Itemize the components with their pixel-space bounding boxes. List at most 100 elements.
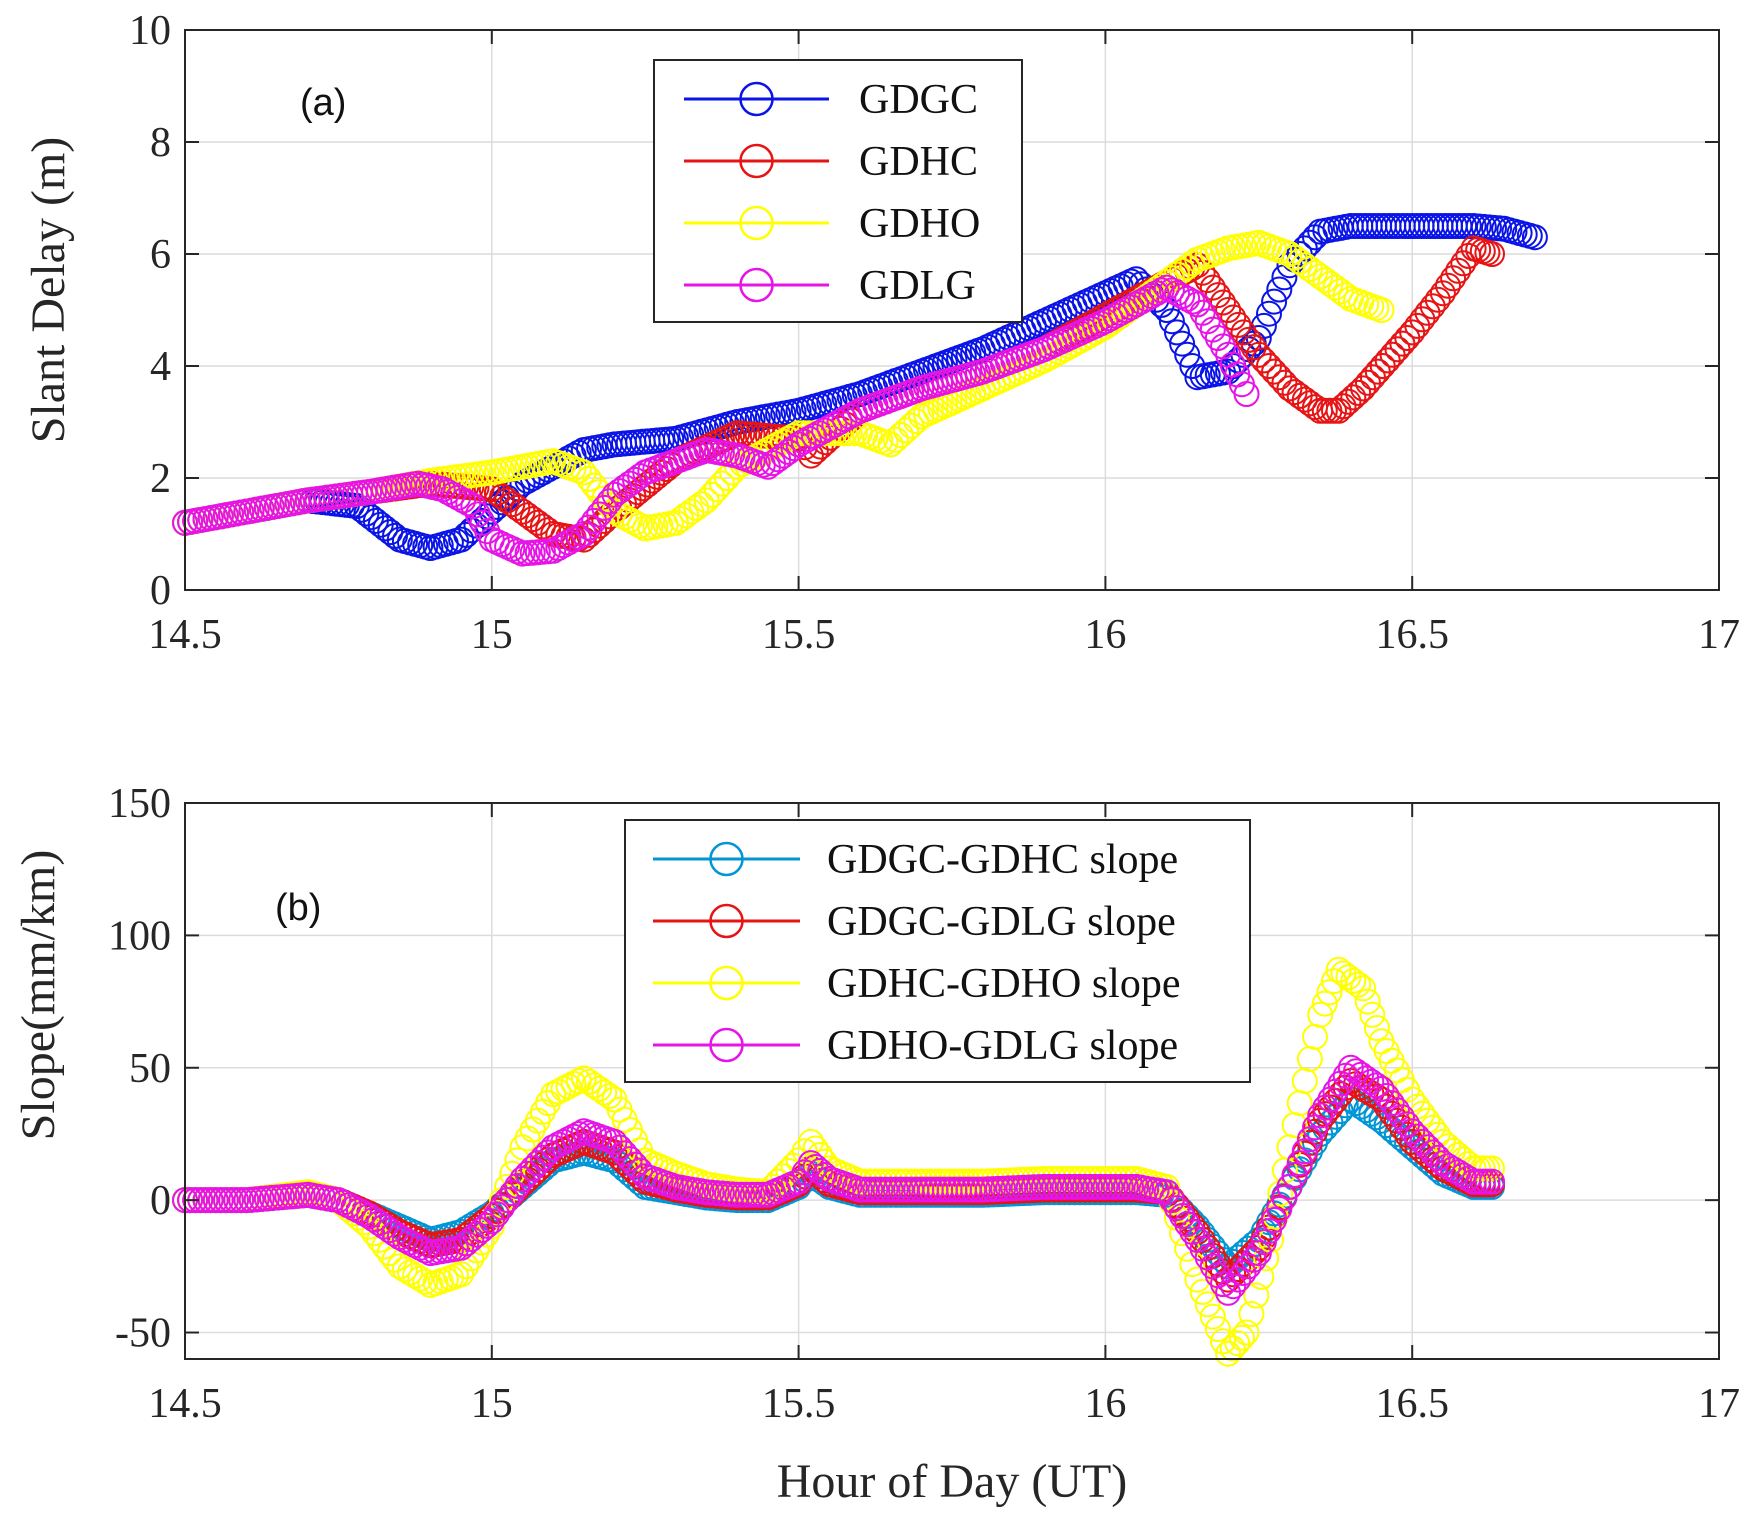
panel-a-data-point <box>591 485 618 512</box>
panel-b-legend-marker <box>709 1027 744 1063</box>
panel-b-plot-area <box>172 956 1505 1367</box>
panel-a-legend-label: GDGC <box>859 77 978 123</box>
panel-b-data-point <box>1296 1126 1323 1153</box>
panel-a-data-point <box>1225 311 1252 338</box>
panel-b-data-point <box>1112 1173 1139 1200</box>
panel-b-data-point <box>504 1147 531 1174</box>
panel-a-legend-label: GDLG <box>859 263 976 309</box>
panel-a-x-tick-label: 15 <box>471 612 513 658</box>
panel-a-data-point <box>877 431 904 458</box>
panel-b-data-point <box>1092 1173 1119 1200</box>
panel-b-data-point <box>212 1187 239 1214</box>
panel-b-axes-box <box>184 802 1720 1360</box>
panel-a-legend-box <box>653 59 1023 323</box>
panel-b-data-point <box>872 1176 899 1203</box>
panel-a-legend-item: GDHC <box>684 139 978 185</box>
panel-a-data-point <box>1164 319 1190 346</box>
panel-b-data-point <box>1071 1173 1098 1200</box>
panel-b-data-point <box>448 1234 475 1261</box>
panel-b-data-point <box>1233 1319 1260 1346</box>
panel-b-data-point <box>1389 1114 1415 1141</box>
panel-a-data-point <box>1419 293 1446 320</box>
panel-b-data-point <box>340 1200 367 1227</box>
panel-a-data-point <box>1450 250 1477 277</box>
panel-a-data-point <box>576 465 602 492</box>
panel-a-data-point <box>1440 265 1467 292</box>
panel-b-legend-item: GDGC-GDHC slope <box>653 837 1178 883</box>
panel-b-data-point <box>1414 1134 1441 1161</box>
panel-b-data-point <box>565 1121 592 1147</box>
panel-b-data-point <box>847 1176 873 1203</box>
panel-a-data-point <box>586 479 613 505</box>
panel-b-data-point <box>1312 1094 1339 1121</box>
panel-b-data-point <box>468 1229 495 1256</box>
panel-a-data-point <box>591 507 618 534</box>
panel-a-data-point <box>591 494 618 521</box>
panel-a-data-point <box>1235 326 1262 353</box>
panel-b-data-point <box>852 1176 879 1203</box>
panel-a-data-point <box>1335 388 1362 415</box>
panel-b-series-gdho-gdlg-slope <box>172 1054 1505 1306</box>
panel-b-data-point <box>524 1150 551 1177</box>
panel-b-data-point <box>1404 1133 1431 1160</box>
panel-b-data-point <box>366 1226 393 1253</box>
panel-b-data-point <box>1399 1128 1426 1155</box>
panel-a-data-point <box>1240 334 1267 361</box>
panel-a-y-tick-label: 0 <box>150 568 171 614</box>
panel-b-data-point <box>1087 1173 1114 1200</box>
panel-a-data-point <box>790 420 817 447</box>
panel-a-y-axis-title: Slant Delay (m) <box>22 137 75 444</box>
panel-a-data-point <box>570 459 597 486</box>
panel-b-data-point <box>458 1226 485 1252</box>
panel-a-data-point <box>1169 330 1196 357</box>
panel-b-legend-label: GDHC-GDHO slope <box>827 961 1180 1007</box>
panel-b-legend-item: GDGC-GDLG slope <box>653 899 1176 945</box>
panel-b-data-point <box>1316 979 1343 1006</box>
panel-b-data-point <box>1479 1168 1505 1195</box>
panel-b-data-point <box>1389 1104 1415 1131</box>
panel-b-data-point <box>797 1128 824 1155</box>
panel-b-data-point <box>1102 1173 1129 1200</box>
panel-b-data-point <box>1097 1173 1124 1200</box>
panel-a-data-point <box>596 488 623 515</box>
panel-b-data-point <box>1378 1090 1405 1117</box>
panel-b-data-point <box>1036 1173 1063 1200</box>
panel-b-data-point <box>1373 1083 1400 1109</box>
panel-a-legend-marker <box>739 205 774 241</box>
panel-b-data-point <box>453 1230 480 1257</box>
panel-b-x-tick-label: 16 <box>1084 1381 1126 1427</box>
panel-b-data-point <box>1404 1123 1431 1150</box>
panel-b-y-tick-label: 150 <box>108 781 171 827</box>
panel-b-y-axis-title: Slope(mm/km) <box>12 850 65 1141</box>
panel-b-label: (b) <box>275 887 321 929</box>
panel-a-data-point <box>1220 304 1247 331</box>
panel-a-data-point <box>586 501 613 528</box>
panel-a: 14.5 15 15.5 16 16.5 17 0 2 4 6 8 10 Slant Delay (m… <box>22 8 1740 658</box>
panel-b-data-point <box>1266 1196 1293 1222</box>
panel-b-legend-label: GDGC-GDHC slope <box>827 837 1178 883</box>
panel-b-data-point <box>1383 1097 1410 1124</box>
panel-b-data-point <box>1291 1138 1318 1165</box>
panel-b-data-point <box>529 1144 556 1171</box>
panel-b-data-point <box>1238 1301 1265 1327</box>
panel-a-y-tick-label: 2 <box>150 456 171 502</box>
panel-b-legend-label: GDHO-GDLG slope <box>827 1023 1178 1069</box>
panel-b-data-point <box>1224 1330 1251 1357</box>
panel-a-data-point <box>1250 312 1277 339</box>
panel-b-data-point <box>601 1139 628 1166</box>
panel-b-data-point <box>1409 1128 1436 1155</box>
panel-b-data-point <box>1194 1291 1221 1318</box>
panel-a-data-point <box>448 526 475 553</box>
panel-b-data-point <box>207 1187 234 1214</box>
panel-b-data-point <box>1340 967 1367 994</box>
panel-a-data-point <box>1215 297 1242 323</box>
panel-a-data-point <box>1199 274 1226 301</box>
panel-a-data-point <box>893 417 919 444</box>
panel-b-data-point <box>1359 1001 1386 1028</box>
panel-b-data-point <box>494 1187 521 1214</box>
panel-b-data-point <box>1230 1260 1257 1286</box>
panel-b-data-point <box>1368 1075 1395 1102</box>
panel-a-series-gdlg <box>172 274 1260 567</box>
panel-a-data-point <box>1424 286 1451 313</box>
panel-b-data-point <box>1174 1205 1201 1232</box>
